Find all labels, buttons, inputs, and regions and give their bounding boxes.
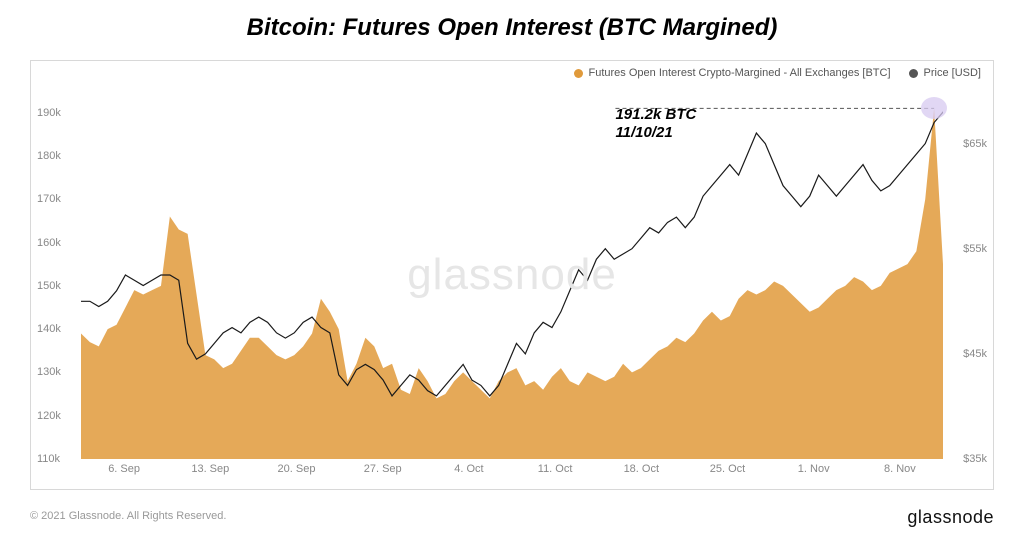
legend-label-oi: Futures Open Interest Crypto-Margined - … xyxy=(589,67,891,79)
plot-area: glassnode 191.2k BTC 11/10/21 xyxy=(81,91,943,459)
annotation-line1: 191.2k BTC xyxy=(615,106,696,124)
x-tick: 1. Nov xyxy=(798,463,830,475)
legend: Futures Open Interest Crypto-Margined - … xyxy=(574,67,982,79)
x-tick: 6. Sep xyxy=(108,463,140,475)
y-right-tick: $55k xyxy=(963,243,987,255)
y-left-tick: 190k xyxy=(37,107,61,119)
brand-logo: glassnode xyxy=(907,507,994,528)
y-left-tick: 170k xyxy=(37,193,61,205)
chart-title: Bitcoin: Futures Open Interest (BTC Marg… xyxy=(0,0,1024,52)
y-left-tick: 130k xyxy=(37,366,61,378)
chart-svg xyxy=(81,91,943,459)
y-left-tick: 140k xyxy=(37,323,61,335)
y-right-tick: $35k xyxy=(963,453,987,465)
x-tick: 18. Oct xyxy=(624,463,659,475)
y-left-tick: 180k xyxy=(37,150,61,162)
area-series xyxy=(81,108,943,459)
x-tick: 27. Sep xyxy=(364,463,402,475)
chart-container: Futures Open Interest Crypto-Margined - … xyxy=(30,60,994,490)
legend-item-price: Price [USD] xyxy=(909,67,981,79)
annotation-line2: 11/10/21 xyxy=(615,124,696,142)
y-axis-left: 110k120k130k140k150k160k170k180k190k xyxy=(37,91,77,459)
x-tick: 20. Sep xyxy=(278,463,316,475)
annotation-marker-icon xyxy=(921,97,947,119)
x-axis: 6. Sep 13. Sep 20. Sep 27. Sep 4. Oct 11. Oct… xyxy=(81,463,943,481)
x-tick: 25. Oct xyxy=(710,463,745,475)
x-tick: 13. Sep xyxy=(191,463,229,475)
x-tick: 11. Oct xyxy=(538,463,573,475)
legend-dot-icon xyxy=(909,69,918,78)
legend-label-price: Price [USD] xyxy=(924,67,981,79)
y-left-tick: 160k xyxy=(37,237,61,249)
x-tick: 4. Oct xyxy=(454,463,483,475)
copyright: © 2021 Glassnode. All Rights Reserved. xyxy=(30,510,226,522)
y-right-tick: $45k xyxy=(963,348,987,360)
legend-item-oi: Futures Open Interest Crypto-Margined - … xyxy=(574,67,891,79)
y-left-tick: 120k xyxy=(37,410,61,422)
legend-dot-icon xyxy=(574,69,583,78)
y-left-tick: 110k xyxy=(37,453,60,465)
x-tick: 8. Nov xyxy=(884,463,916,475)
annotation-label: 191.2k BTC 11/10/21 xyxy=(615,106,696,142)
y-axis-right: $35k$45k$55k$65k xyxy=(947,91,987,459)
y-left-tick: 150k xyxy=(37,280,61,292)
y-right-tick: $65k xyxy=(963,138,987,150)
